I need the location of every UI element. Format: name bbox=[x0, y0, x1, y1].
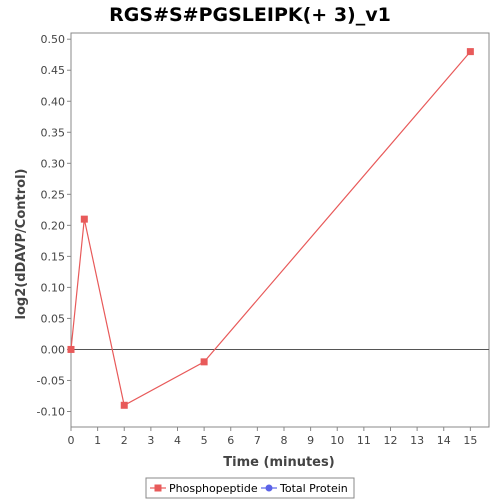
x-tick-label: 13 bbox=[410, 434, 424, 447]
legend-marker-phosphopeptide bbox=[154, 484, 162, 492]
data-point-phosphopeptide bbox=[80, 215, 88, 223]
legend-label-total-protein: Total Protein bbox=[279, 482, 348, 495]
y-tick-label: 0.30 bbox=[41, 157, 66, 170]
legend: Phosphopeptide Total Protein bbox=[145, 477, 355, 499]
x-tick-label: 1 bbox=[94, 434, 101, 447]
x-tick-label: 11 bbox=[357, 434, 371, 447]
y-tick-label: -0.05 bbox=[37, 374, 65, 387]
data-point-phosphopeptide bbox=[120, 401, 128, 409]
y-axis: -0.10 -0.05 0.00 0.05 0.10 0.15 0.20 0.25 0.30 0.… bbox=[37, 33, 71, 418]
y-tick-label: 0.05 bbox=[41, 312, 66, 325]
x-tick-label: 12 bbox=[383, 434, 397, 447]
x-tick-label: 15 bbox=[463, 434, 477, 447]
x-tick-label: 14 bbox=[437, 434, 451, 447]
y-axis-label: log2(dDAVP/Control) bbox=[14, 169, 29, 320]
chart-title: RGS#S#PGSLEIPK(+ 3)_v1 bbox=[109, 4, 391, 26]
legend-box bbox=[145, 477, 355, 499]
data-point-phosphopeptide bbox=[200, 358, 208, 366]
y-tick-label: 0.10 bbox=[41, 281, 66, 294]
y-tick-label: 0.00 bbox=[41, 343, 66, 356]
y-tick-label: 0.35 bbox=[41, 126, 66, 139]
y-tick-label: 0.20 bbox=[41, 219, 66, 232]
x-tick-label: 8 bbox=[280, 434, 287, 447]
y-tick-label: 0.25 bbox=[41, 188, 66, 201]
x-tick-label: 6 bbox=[227, 434, 234, 447]
y-tick-label: 0.45 bbox=[41, 64, 66, 77]
y-tick-label: 0.40 bbox=[41, 95, 66, 108]
plot-area bbox=[70, 32, 490, 428]
x-axis-label: Time (minutes) bbox=[223, 455, 334, 470]
x-tick-label: 9 bbox=[307, 434, 314, 447]
x-axis: 0 1 2 3 4 5 6 7 8 9 10 11 12 13 14 15 bbox=[68, 427, 477, 447]
x-tick-label: 10 bbox=[330, 434, 344, 447]
series-layer bbox=[67, 48, 474, 409]
legend-label-phosphopeptide: Phosphopeptide bbox=[169, 482, 258, 495]
x-tick-label: 2 bbox=[121, 434, 128, 447]
x-tick-label: 7 bbox=[254, 434, 261, 447]
legend-marker-total-protein bbox=[265, 484, 273, 492]
x-tick-label: 5 bbox=[201, 434, 208, 447]
x-tick-label: 0 bbox=[68, 434, 75, 447]
x-tick-label: 3 bbox=[147, 434, 154, 447]
y-tick-label: 0.15 bbox=[41, 250, 66, 263]
data-point-phosphopeptide bbox=[67, 345, 75, 353]
data-point-phosphopeptide bbox=[466, 48, 474, 56]
y-tick-label: -0.10 bbox=[37, 405, 65, 418]
y-tick-label: 0.50 bbox=[41, 33, 66, 46]
x-tick-label: 4 bbox=[174, 434, 181, 447]
